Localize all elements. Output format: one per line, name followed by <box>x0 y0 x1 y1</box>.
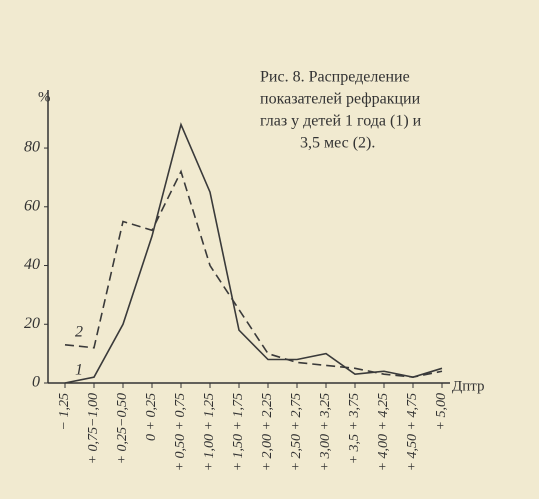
x-tick-label: + 5,00 <box>434 393 449 430</box>
y-tick-label: 40 <box>24 256 40 273</box>
x-tick-label: + 0,50 + 0,75 <box>173 393 188 471</box>
x-axis-label: Дптр <box>452 378 485 394</box>
x-tick-label: + 4,00 + 4,25 <box>376 393 391 471</box>
series-label: 1 <box>75 362 83 379</box>
x-tick-label: 0 + 0,25 <box>144 393 159 441</box>
x-tick-label: + 2,00 + 2,25 <box>260 393 275 471</box>
x-tick-label: + 4,50 + 4,75 <box>405 393 420 471</box>
caption-line: глаз у детей 1 года (1) и <box>260 113 422 130</box>
x-tick-label: + 0,75−1,00 <box>86 393 101 464</box>
y-tick-label: 20 <box>24 315 40 332</box>
series-line <box>64 122 443 384</box>
x-tick-label: − 1,25 <box>57 393 72 430</box>
caption-line: Рис. 8. Распределение <box>260 69 410 86</box>
x-tick-label: + 3,00 + 3,25 <box>318 393 333 471</box>
y-tick-label: 80 <box>24 139 40 156</box>
y-tick-label: 60 <box>24 197 40 214</box>
x-tick-label: + 2,50 + 2,75 <box>289 393 304 471</box>
series-label: 2 <box>75 323 83 340</box>
y-tick-label: 0 <box>32 374 40 391</box>
caption-line: 3,5 мес (2). <box>300 135 375 152</box>
x-tick-label: + 1,50 + 1,75 <box>231 393 246 471</box>
x-tick-label: + 1,00 + 1,25 <box>202 393 217 471</box>
x-tick-label: + 3,5 + 3,75 <box>347 393 362 464</box>
caption-line: показателей рефракции <box>260 91 421 108</box>
x-tick-label: + 0,25−0,50 <box>115 393 130 464</box>
